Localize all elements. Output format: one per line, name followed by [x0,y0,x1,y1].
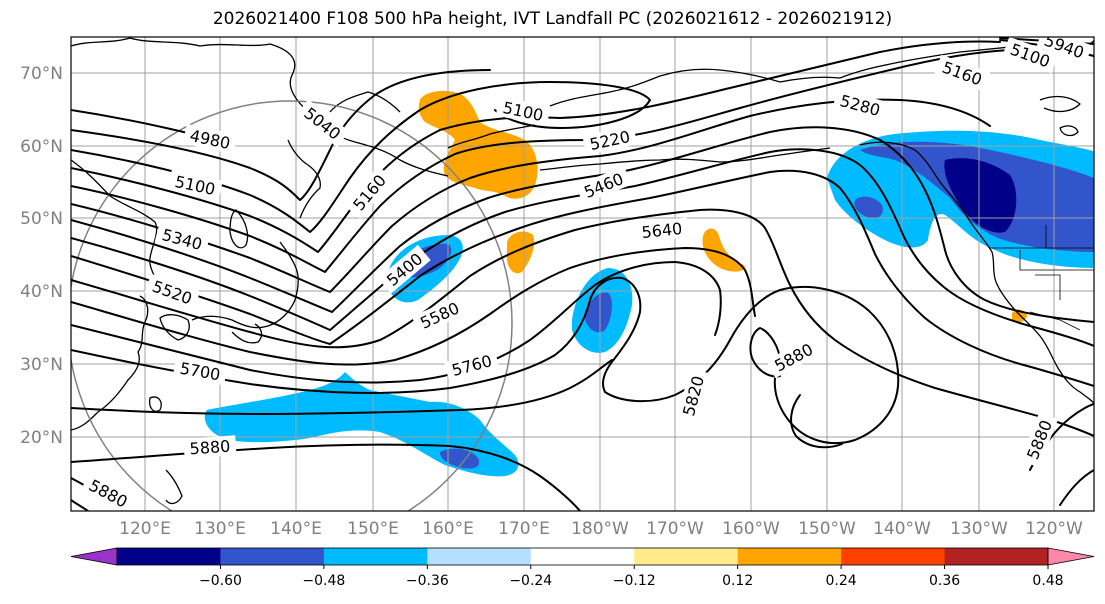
lon-label: 140°E [270,519,322,539]
lat-label: 30°N [20,355,63,375]
lon-label: 180°W [571,519,629,539]
lat-label: 50°N [20,209,63,229]
colorbar-tick-label: −0.60 [199,573,242,589]
map-title: 2026021400 F108 500 hPa height, IVT Land… [212,9,893,29]
map-frame [70,36,1095,512]
lon-label: 170°W [646,519,704,539]
colorbar-tick-label: −0.24 [509,573,552,589]
colorbar-tick-label: −0.48 [302,573,345,589]
colorbar-segment [117,548,221,565]
colorbar: −0.60 −0.48 −0.36 −0.24 −0.12 0.12 0.24 0.36 0.4… [70,547,1095,589]
ivt-negative-shading [204,130,1094,477]
colorbar-tick-label: −0.12 [613,573,656,589]
colorbar-segment [634,548,739,565]
coastlines [71,37,1094,505]
colorbar-extend-high [1047,547,1095,566]
map-gridlines [71,37,1094,511]
colorbar-tick-label: 0.12 [722,573,753,589]
colorbar-segment [427,548,532,565]
lat-label: 60°N [20,137,63,157]
colorbar-segment [220,548,325,565]
height-contours [71,37,1094,511]
colorbar-segment [841,548,946,565]
reference-circle [71,100,513,511]
lat-label: 20°N [20,428,63,448]
lon-label: 170°E [498,519,550,539]
colorbar-tick-label: 0.36 [929,573,960,589]
lon-label: 140°W [873,519,931,539]
colorbar-tick-label: 0.48 [1032,573,1063,589]
lon-label: 130°W [950,519,1008,539]
lon-label: 120°E [119,519,171,539]
colorbar-extend-low [70,547,118,566]
colorbar-segment [737,548,842,565]
colorbar-segment [530,548,635,565]
latitude-labels: 70°N 60°N 50°N 40°N 30°N 20°N [20,64,63,448]
contour-label: 5640 [641,219,683,242]
lon-label: 120°W [1025,519,1083,539]
colorbar-segment [323,548,428,565]
lon-label: 150°W [798,519,856,539]
colorbar-outline [116,547,1049,566]
lat-label: 70°N [20,64,63,84]
colorbar-tick-label: −0.36 [406,573,449,589]
longitude-labels: 120°E 130°E 140°E 150°E 160°E 170°E 180°… [119,519,1083,539]
lon-label: 160°E [422,519,474,539]
lon-label: 150°E [347,519,399,539]
colorbar-segment [944,548,1049,565]
contour-label: 5880 [189,437,231,459]
lat-label: 40°N [20,282,63,302]
lon-label: 160°W [722,519,780,539]
lon-label: 130°E [194,519,246,539]
colorbar-tick-label: 0.24 [826,573,857,589]
